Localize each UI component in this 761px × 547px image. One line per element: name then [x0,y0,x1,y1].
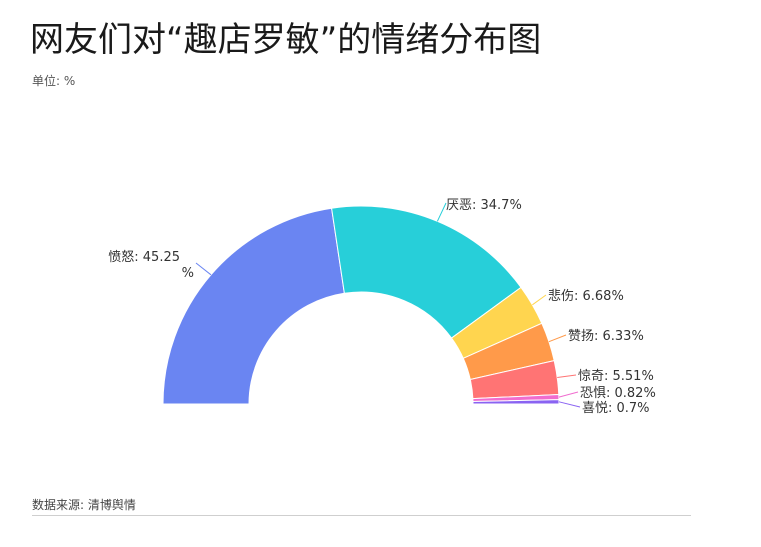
label-赞扬: 赞扬: 6.33% [568,329,644,344]
chart-labels: 愤怒: 45.25% 厌恶: 34.7% 悲伤: 6.68% 赞扬: 6.33% 惊奇:… [108,198,656,416]
label-惊奇: 惊奇: 5.51% [578,368,654,384]
leader-line-喜悦 [558,401,581,408]
leader-line-惊奇 [557,374,577,378]
slice-喜悦[interactable] [472,399,560,405]
footer-divider [32,515,691,516]
chart-leader-lines [195,202,581,408]
slice-厌恶[interactable] [331,205,522,339]
label-恐惧: 恐惧: 0.82% [580,385,656,401]
data-source: 数据来源: 清博舆情 [32,498,136,512]
label-喜悦: 喜悦: 0.7% [582,401,650,416]
leader-line-愤怒 [195,262,212,276]
label-愤怒: 愤怒: 45.25% [108,250,194,281]
leader-line-厌恶 [436,202,447,222]
leader-line-赞扬 [548,334,567,343]
leader-line-恐惧 [558,391,579,398]
label-悲伤: 悲伤: 6.68% [548,288,624,304]
chart-title: 网友们对“趣店罗敏”的情绪分布图 [30,20,542,60]
label-厌恶: 厌恶: 34.7% [446,198,522,213]
chart-slices [162,205,560,405]
leader-line-悲伤 [532,294,547,306]
unit-label: 单位: % [32,74,76,88]
slice-愤怒[interactable] [162,207,345,405]
